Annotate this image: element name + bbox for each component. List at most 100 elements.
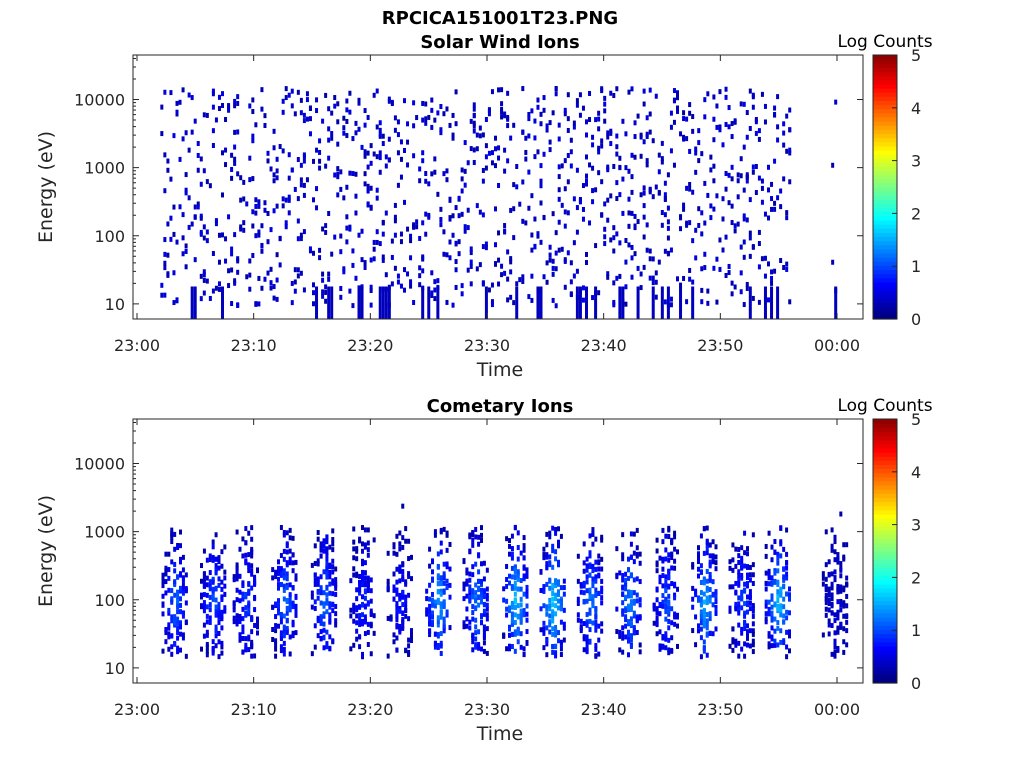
heat-cell <box>232 601 236 607</box>
heat-cell <box>381 286 385 319</box>
heat-cell <box>679 286 683 319</box>
heat-cell <box>539 178 543 184</box>
heat-cell <box>629 634 633 640</box>
heat-cell <box>652 606 656 612</box>
heat-cell <box>548 585 552 591</box>
colorbar-segment <box>873 489 897 494</box>
heat-cell <box>366 527 370 533</box>
colorbar-segment <box>873 104 897 110</box>
heat-cell <box>505 646 509 652</box>
heat-cell <box>510 584 514 590</box>
heat-cell <box>482 633 486 639</box>
heat-cell <box>462 558 466 564</box>
heat-cell <box>214 597 218 603</box>
heat-cell <box>480 537 483 543</box>
heat-cell <box>630 174 634 180</box>
heat-cell <box>773 578 777 584</box>
heat-cell <box>579 624 583 630</box>
heat-cell <box>763 211 767 217</box>
heat-cell <box>627 196 631 202</box>
heat-cell <box>319 600 323 606</box>
colorbar-tick-label: 0 <box>911 310 921 329</box>
heat-cell <box>200 594 203 600</box>
heat-cell <box>506 158 510 164</box>
heat-cell <box>288 634 292 640</box>
heat-cell <box>624 165 628 171</box>
heat-cell <box>621 176 625 182</box>
heat-cell <box>563 111 567 117</box>
heat-cell <box>363 575 367 581</box>
heat-cell <box>594 653 598 659</box>
heat-cell <box>436 615 440 621</box>
heat-cell <box>629 616 633 622</box>
heat-cell <box>512 182 516 188</box>
heat-cell <box>257 199 261 205</box>
heat-cell <box>200 563 203 569</box>
heat-cell <box>669 247 673 253</box>
heat-cell <box>730 134 734 140</box>
heat-cell <box>588 572 592 578</box>
heat-cell <box>445 612 449 618</box>
heat-cell <box>482 624 486 630</box>
heat-cell <box>321 271 325 277</box>
heat-cell <box>562 591 566 597</box>
heat-cell <box>757 264 761 270</box>
heat-cell <box>328 604 332 610</box>
heat-cell <box>691 585 695 591</box>
heat-cell <box>627 629 630 635</box>
heat-cell <box>688 102 692 108</box>
heat-cell <box>468 577 472 583</box>
heat-cell <box>500 101 504 107</box>
heat-cell <box>773 616 777 622</box>
heat-cell <box>445 530 449 536</box>
colorbar-segment <box>873 92 897 97</box>
heat-cell <box>477 602 481 608</box>
heat-cell <box>409 233 413 239</box>
heat-cell <box>557 196 561 202</box>
heat-cell <box>415 115 419 121</box>
heat-cell <box>471 632 475 638</box>
heat-cell <box>324 92 328 98</box>
heat-cell <box>824 562 828 568</box>
heat-cell <box>282 633 286 639</box>
heat-cell <box>214 612 218 618</box>
heat-cell <box>299 236 303 242</box>
heat-cell <box>709 215 713 221</box>
heat-cell <box>615 629 619 635</box>
heat-cell <box>525 588 529 594</box>
heat-cell <box>363 588 367 594</box>
heat-cell <box>834 286 838 319</box>
heat-cell <box>354 275 358 281</box>
heat-cell <box>743 587 747 593</box>
heat-cell <box>427 212 431 218</box>
heat-cell <box>220 563 224 569</box>
heat-cell <box>702 645 706 651</box>
heat-cell <box>503 270 507 276</box>
heat-cell <box>782 546 786 552</box>
heat-cell <box>460 176 464 182</box>
heat-cell <box>407 592 411 598</box>
heat-cell <box>714 566 718 572</box>
heat-cell <box>315 205 319 211</box>
heat-cell <box>217 94 221 100</box>
heat-cell <box>164 567 168 573</box>
heat-cell <box>196 152 200 158</box>
heat-cell <box>739 244 743 250</box>
heat-cell <box>224 116 228 122</box>
heat-cell <box>724 234 728 240</box>
heat-cell <box>190 221 194 227</box>
heat-cell <box>361 594 364 600</box>
heat-cell <box>325 644 329 650</box>
heat-cell <box>398 605 402 611</box>
heat-cell <box>591 527 595 533</box>
x-tick-label: 23:50 <box>697 336 743 355</box>
heat-cell <box>706 300 710 306</box>
colorbar-segment <box>873 662 897 668</box>
colorbar-segment <box>873 575 897 581</box>
heat-cell <box>833 653 837 659</box>
heat-cell <box>472 123 476 129</box>
heat-cell <box>328 544 332 550</box>
heat-cell <box>527 205 531 211</box>
heat-cell <box>513 564 517 570</box>
heat-cell <box>166 252 170 258</box>
